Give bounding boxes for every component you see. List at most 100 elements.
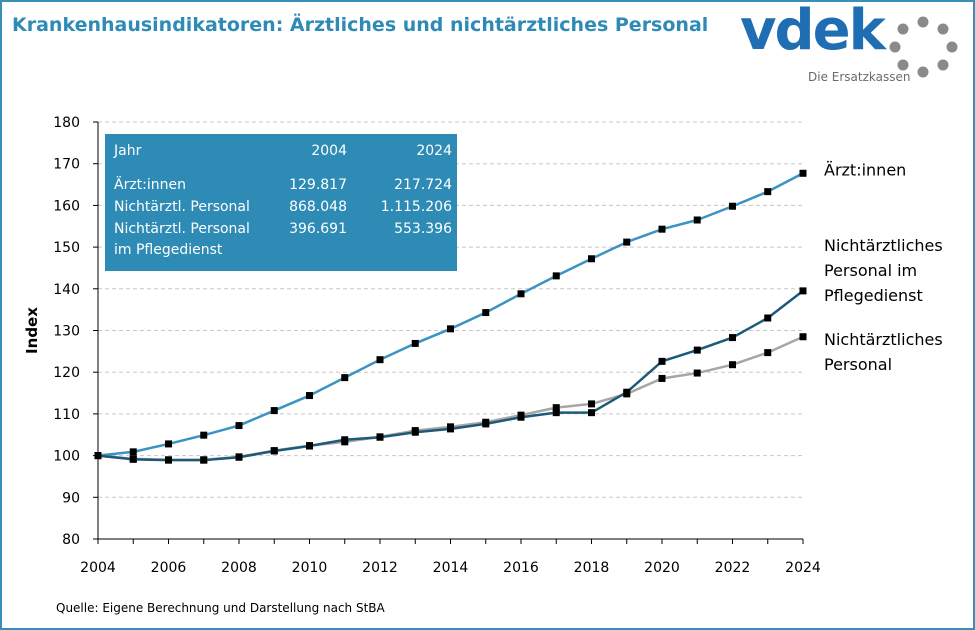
- table-row-label: Nichtärztl. Personal: [114, 199, 250, 215]
- data-point: [306, 392, 313, 400]
- series-label-personal: Nichtärztliches: [824, 330, 943, 349]
- data-point: [588, 409, 595, 417]
- data-point: [270, 407, 278, 415]
- y-axis-label: Index: [23, 307, 41, 354]
- series-line-personal: [97, 335, 804, 462]
- x-tick-labels: 2004 2006 2008 2010 2012 2014 2016 2018 2020 2022…: [80, 560, 821, 576]
- data-point: [552, 409, 560, 417]
- x-tick-label: 2018: [574, 560, 610, 576]
- table-cell-2024: 1.115.206: [380, 199, 452, 215]
- data-point: [658, 374, 666, 382]
- data-point: [517, 413, 525, 421]
- data-point: [200, 431, 208, 439]
- logo-ring-icon: [889, 16, 958, 78]
- table-row-label: Ärzt:innen: [114, 177, 187, 193]
- table-row: Nichtärztl. Personal 396.691 553.396: [114, 221, 452, 241]
- data-point: [658, 225, 666, 233]
- vdek-logo: vdek Die Ersatzkassen: [740, 2, 965, 92]
- x-tick-label: 2004: [80, 560, 116, 576]
- series-label-pflege: Pflegedienst: [824, 286, 923, 305]
- data-point: [447, 425, 454, 433]
- x-tick-label: 2008: [221, 560, 257, 576]
- table-row: Nichtärztl. Personal 868.048 1.115.206: [114, 199, 452, 219]
- data-point: [799, 333, 807, 341]
- x-tick-label: 2010: [292, 560, 328, 576]
- table-row-continued: im Pflegedienst: [114, 242, 452, 262]
- data-point: [764, 314, 772, 322]
- table-cell-2004: 129.817: [289, 177, 347, 193]
- data-point: [764, 188, 772, 196]
- table-row-label: Nichtärztl. Personal: [114, 221, 250, 237]
- x-tick-label: 2022: [715, 560, 751, 576]
- data-point: [235, 422, 243, 430]
- y-tick-label: 90: [62, 490, 80, 506]
- data-point: [341, 436, 349, 444]
- series-label-pflege: Personal im: [824, 261, 917, 280]
- y-tick-label: 170: [53, 157, 80, 173]
- data-point: [200, 456, 208, 464]
- series-layer: [94, 169, 807, 464]
- table-header-row: Jahr 2004 2024: [114, 143, 452, 163]
- y-tick-label: 150: [53, 240, 80, 256]
- data-point: [552, 272, 560, 280]
- data-point: [235, 453, 243, 461]
- x-tick-label: 2012: [362, 560, 398, 576]
- data-point: [799, 169, 807, 177]
- data-point: [658, 357, 666, 365]
- data-point: [376, 356, 384, 364]
- data-point: [129, 455, 137, 463]
- series-label-pflege: Nichtärztliches: [824, 236, 943, 255]
- y-tick-label: 160: [53, 198, 80, 214]
- y-tick-label: 100: [53, 449, 80, 465]
- chart-title: Krankenhausindikatoren: Ärztliches und n…: [12, 14, 709, 36]
- y-tick-label: 110: [53, 407, 80, 423]
- table-cell-2024: 217.724: [394, 177, 452, 193]
- y-tick-label: 130: [53, 324, 80, 340]
- table-header-2024: 2024: [416, 143, 452, 159]
- data-point: [552, 404, 560, 412]
- data-point: [129, 448, 137, 456]
- y-tick-label: 80: [62, 532, 80, 548]
- series-pflege: [94, 287, 807, 464]
- data-point: [447, 325, 454, 333]
- data-point: [588, 255, 595, 263]
- data-point: [165, 456, 172, 464]
- table-header-2004: 2004: [311, 143, 347, 159]
- data-point: [693, 216, 701, 224]
- x-tick-label: 2016: [503, 560, 539, 576]
- data-point: [376, 433, 384, 441]
- table-header-year: Jahr: [114, 143, 142, 159]
- table-cell-2004: 868.048: [289, 199, 347, 215]
- x-tick-label: 2024: [785, 560, 821, 576]
- data-point: [623, 388, 631, 396]
- data-point: [341, 374, 349, 382]
- source-note: Quelle: Eigene Berechnung und Darstellun…: [56, 601, 385, 615]
- y-tick-label: 140: [53, 282, 80, 298]
- data-point: [270, 447, 278, 455]
- data-point: [588, 400, 595, 408]
- series-label-personal: Personal: [824, 355, 892, 374]
- data-point: [517, 290, 525, 298]
- data-point: [623, 238, 631, 246]
- data-point: [482, 420, 490, 428]
- data-point: [411, 428, 419, 436]
- y-tick-label: 120: [53, 365, 80, 381]
- axes: [93, 121, 804, 544]
- series-label-aerzte: Ärzt:innen: [824, 160, 906, 179]
- logo-subtitle: Die Ersatzkassen: [808, 70, 911, 84]
- data-point: [306, 442, 313, 450]
- logo-wordmark: vdek: [740, 0, 886, 63]
- x-tick-label: 2014: [433, 560, 469, 576]
- data-point: [764, 349, 772, 357]
- data-point: [165, 440, 172, 448]
- data-point: [729, 202, 736, 210]
- series-labels: Ärzt:innen Nichtärztliches Personal Nichtär…: [824, 160, 943, 373]
- data-point: [693, 369, 701, 377]
- info-table: Jahr 2004 2024 Ärzt:innen 129.817 217.72…: [105, 134, 457, 271]
- data-point: [693, 346, 701, 354]
- table-row-label-line2: im Pflegedienst: [114, 242, 223, 258]
- y-tick-label: 180: [53, 115, 80, 131]
- data-point: [729, 361, 736, 369]
